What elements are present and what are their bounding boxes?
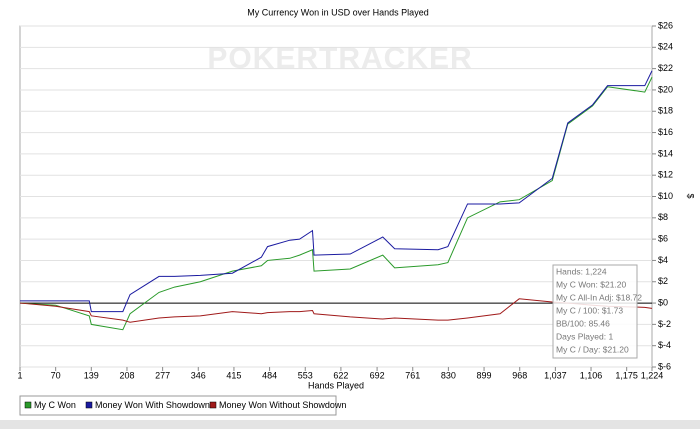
x-axis-label: Hands Played: [308, 380, 364, 390]
x-tick-label: 692: [370, 370, 385, 380]
x-tick-label: 622: [333, 370, 348, 380]
y-tick-label: $14: [658, 148, 673, 158]
series-line: [19, 76, 653, 331]
legend-swatch: [24, 401, 32, 409]
legend-swatch: [209, 401, 217, 409]
x-tick-label: 899: [477, 370, 492, 380]
y-tick-label: $16: [658, 127, 673, 137]
x-tick-label: 208: [119, 370, 134, 380]
y-tick-label: $2: [658, 276, 668, 286]
legend-label: Money Won Without Showdown: [219, 400, 346, 410]
legend-swatch: [85, 401, 93, 409]
y-tick-label: $-6: [658, 361, 671, 371]
chart-title: My Currency Won in USD over Hands Played: [247, 7, 428, 17]
y-tick-label: $6: [658, 234, 668, 244]
x-tick-label: 1,175: [615, 370, 638, 380]
y-tick-label: $24: [658, 42, 673, 52]
y-tick-label: $0: [658, 297, 668, 307]
tooltip-line: BB/100: 85.46: [556, 318, 610, 328]
y-tick-label: $18: [658, 106, 673, 116]
y-tick-label: $26: [658, 20, 673, 30]
legend-label: Money Won With Showdown: [95, 400, 210, 410]
y-tick-label: $8: [658, 212, 668, 222]
y-tick-label: $10: [658, 191, 673, 201]
x-tick-label: 553: [298, 370, 313, 380]
x-tick-label: 1: [17, 370, 22, 380]
x-tick-label: 484: [262, 370, 277, 380]
x-tick-label: 139: [84, 370, 99, 380]
x-tick-label: 761: [405, 370, 420, 380]
y-tick-label: $20: [658, 84, 673, 94]
y-tick-label: $4: [658, 255, 668, 265]
tooltip-line: Hands: 1,224: [556, 266, 607, 276]
x-tick-label: 1,106: [580, 370, 603, 380]
x-tick-label: 277: [155, 370, 170, 380]
x-tick-label: 1,037: [544, 370, 567, 380]
legend-box: [19, 395, 337, 416]
y-tick-label: $12: [658, 170, 673, 180]
x-tick-label: 1,224: [641, 370, 664, 380]
tooltip-line: My C / 100: $1.73: [556, 305, 623, 315]
legend-label: My C Won: [34, 400, 76, 410]
tooltip-line: My C Won: $21.20: [556, 279, 627, 289]
status-bar: [0, 420, 700, 429]
tooltip-line: My C All-In Adj: $18.72: [556, 292, 642, 302]
x-tick-label: 968: [512, 370, 527, 380]
tooltip-line: Days Played: 1: [556, 331, 613, 341]
tooltip-box: [552, 264, 638, 359]
y-tick-label: $-4: [658, 340, 671, 350]
y-tick-label: $-2: [658, 319, 671, 329]
y-axis-label: $: [686, 193, 696, 198]
x-tick-label: 830: [441, 370, 456, 380]
y-tick-label: $22: [658, 63, 673, 73]
tooltip-line: My C / Day: $21.20: [556, 344, 629, 354]
x-tick-label: 415: [226, 370, 241, 380]
x-tick-label: 346: [191, 370, 206, 380]
x-tick-label: 70: [51, 370, 61, 380]
series-line: [20, 70, 653, 313]
